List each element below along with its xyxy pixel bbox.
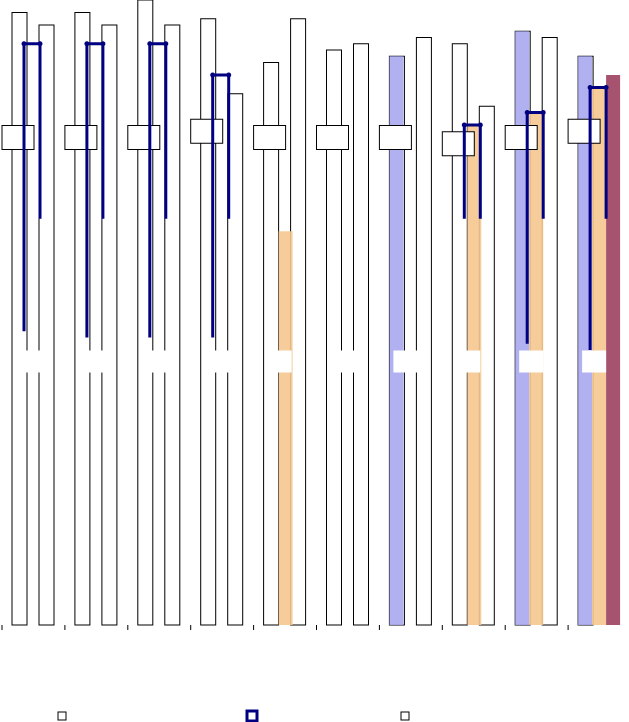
- bar-group-9: [504, 30, 558, 626]
- bar-group-10: [567, 55, 621, 626]
- legend-symbol-3: [400, 711, 410, 721]
- bar-group-3: [127, 0, 181, 626]
- bars-layer: [1, 0, 621, 626]
- outline-bar-b: [101, 24, 118, 626]
- value-label-box: [378, 125, 412, 150]
- error-point-right: [226, 72, 232, 78]
- gap-marker: [78, 350, 103, 373]
- bar-group-7: [378, 37, 432, 626]
- legend-symbol-2: [245, 709, 259, 722]
- error-point-right: [100, 41, 106, 47]
- outline-bar-b: [164, 24, 181, 626]
- value-label-box: [64, 125, 98, 150]
- value-label-box: [316, 125, 349, 150]
- legend-symbol-1: [57, 711, 67, 721]
- error-point-right: [37, 41, 43, 47]
- value-label-box: [1, 125, 35, 150]
- gap-marker: [16, 350, 40, 373]
- gap-marker: [141, 350, 166, 373]
- error-point-right: [603, 85, 609, 90]
- value-label-box: [127, 125, 161, 150]
- outline-bar-a: [326, 49, 342, 626]
- error-point-left: [524, 110, 530, 115]
- error-point-left: [147, 41, 153, 47]
- filled-bar-1: [467, 125, 482, 625]
- gap-marker: [204, 350, 229, 373]
- bar-group-2: [64, 12, 118, 626]
- gap-marker: [519, 350, 544, 373]
- outline-bar-b: [38, 24, 55, 626]
- error-point-left: [210, 72, 216, 78]
- error-point-right: [540, 110, 546, 115]
- bar-group-8: [441, 43, 495, 626]
- error-point-left: [587, 85, 593, 90]
- gap-marker: [582, 350, 607, 373]
- error-point-left: [84, 41, 90, 47]
- x-axis: [1, 625, 569, 630]
- filled-bar-1: [278, 231, 293, 625]
- outline-bar-b: [415, 37, 432, 626]
- error-point-left: [21, 41, 27, 47]
- bar-group-4: [190, 18, 244, 626]
- filled-bar-1: [389, 56, 404, 625]
- value-label-box: [567, 118, 601, 144]
- gap-marker: [330, 350, 355, 373]
- bar-group-6: [316, 43, 369, 626]
- filled-bar-3: [606, 75, 621, 625]
- error-point-right: [163, 41, 169, 47]
- gap-marker: [393, 350, 418, 373]
- value-label-box: [190, 118, 224, 144]
- bar-group-5: [253, 18, 307, 626]
- value-label-box: [504, 125, 538, 150]
- error-point-left: [461, 122, 467, 128]
- value-label-box: [441, 131, 475, 157]
- gap-marker: [267, 350, 292, 373]
- bar-group-1: [1, 12, 55, 626]
- legend: [57, 709, 410, 722]
- outline-bar-b: [290, 18, 307, 626]
- gap-marker: [456, 350, 481, 373]
- value-label-box: [253, 125, 287, 150]
- outline-bar-b: [353, 43, 369, 626]
- error-point-right: [477, 122, 483, 128]
